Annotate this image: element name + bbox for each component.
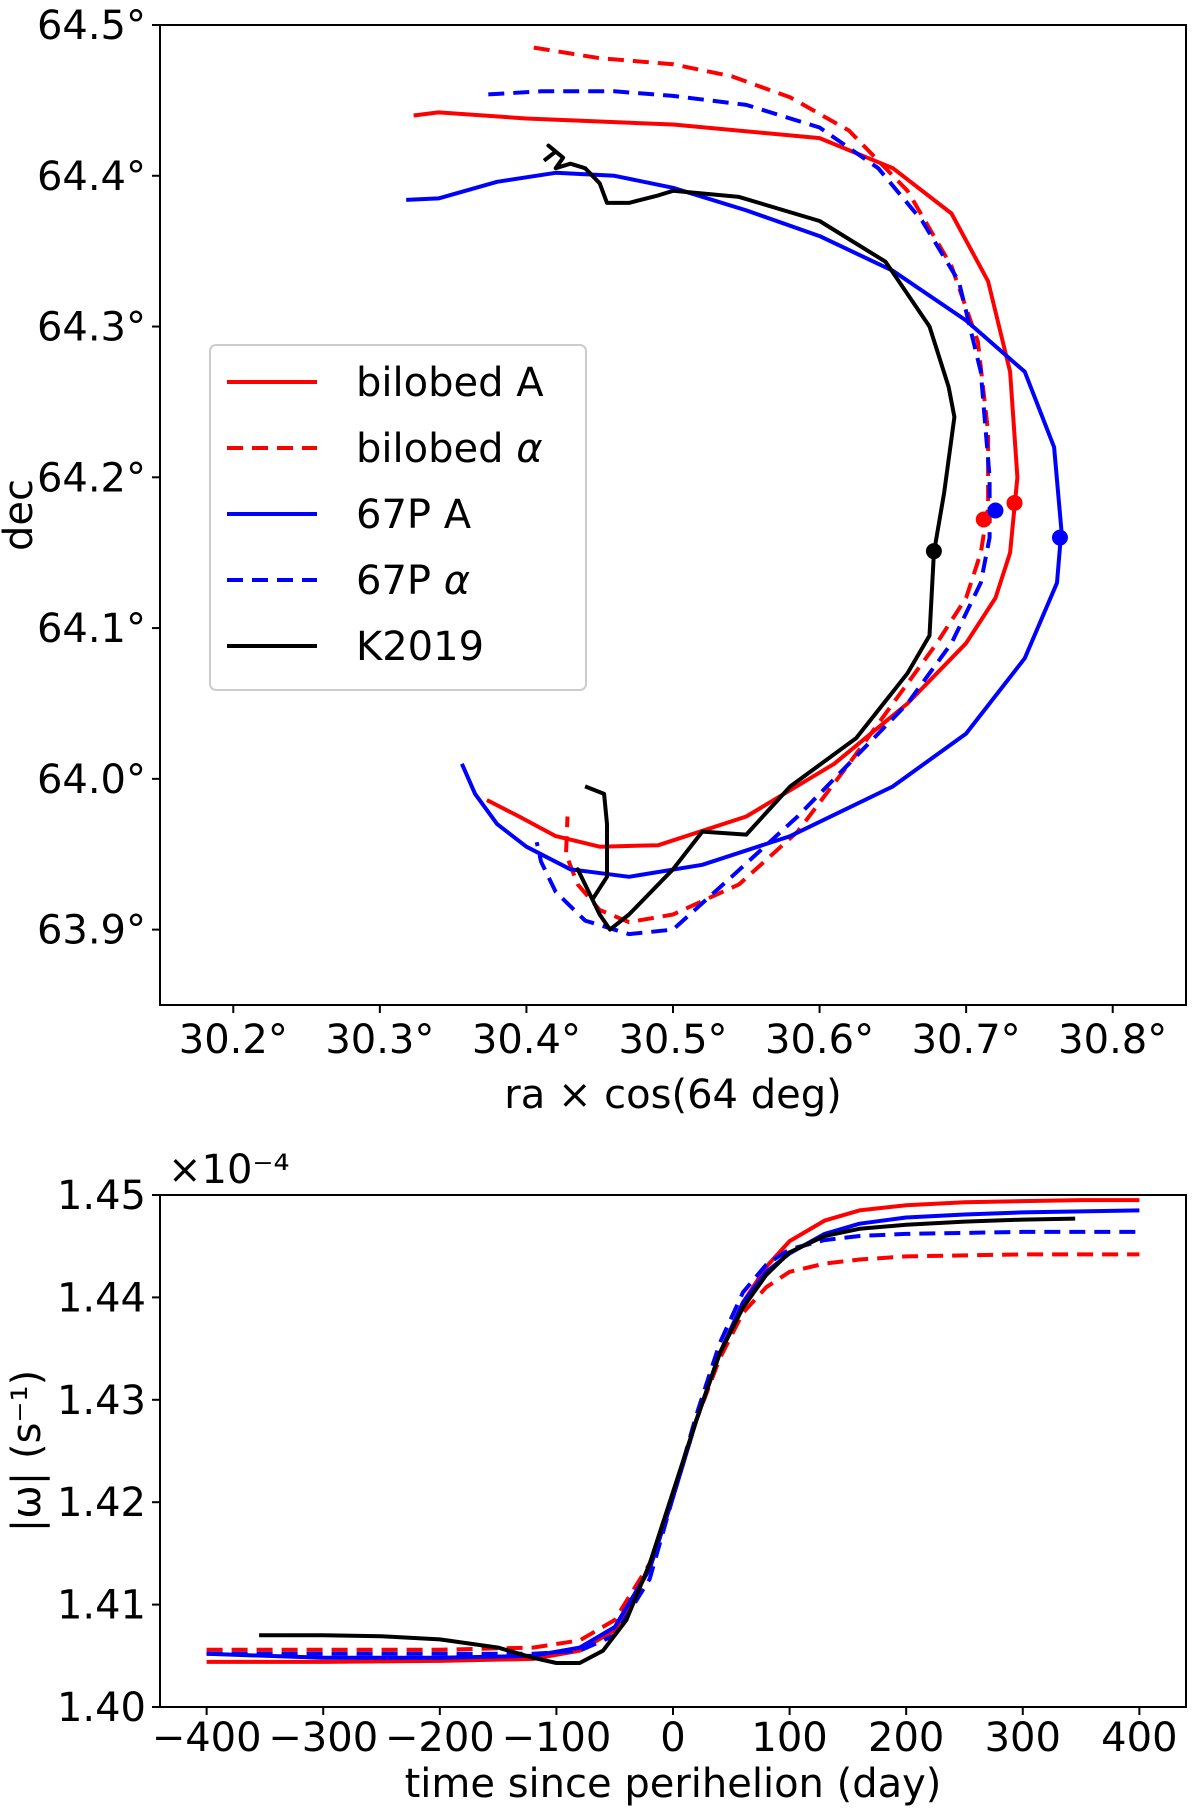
trajectory-axis-ticks: 30.2° 30.3° 30.4° 30.5° 30.6° 30.7° 30.8° 63.9°… <box>37 3 1167 1063</box>
x-tick-label: 0 <box>660 1715 685 1761</box>
legend-label-k2019: K2019 <box>356 624 484 670</box>
trajectory-marker-67p-alpha <box>987 502 1004 519</box>
omega-line-k2019 <box>259 1216 1076 1665</box>
x-tick-label: 400 <box>1101 1715 1177 1761</box>
x-tick-label: 30.4° <box>472 1017 581 1063</box>
angular-velocity-x-axis-label: time since perihelion (day) <box>405 1761 942 1807</box>
trajectory-line-k2019 <box>542 143 957 932</box>
x-tick-label: 30.2° <box>179 1017 288 1063</box>
x-tick-label: 30.3° <box>325 1017 434 1063</box>
y-tick-label: 64.5° <box>37 3 146 49</box>
legend-label-text: bilobed <box>356 426 516 472</box>
y-tick-label: 1.45 <box>57 1173 146 1219</box>
trajectory-y-axis-label: dec <box>0 479 42 551</box>
legend-label-text: K2019 <box>356 624 484 670</box>
trajectory-line-bilobed-a <box>413 110 1020 849</box>
y-tick-label: 1.44 <box>57 1275 146 1321</box>
legend-label-67p-a: 67P A <box>356 492 472 538</box>
legend-label-bilobed-a: bilobed A <box>356 360 544 406</box>
x-tick-label: 30.7° <box>912 1017 1021 1063</box>
omega-line-67p-alpha <box>206 1229 1140 1656</box>
x-tick-label: −200 <box>385 1715 495 1761</box>
x-tick-label: 30.5° <box>618 1017 727 1063</box>
angular-velocity-axis-ticks: −400 −300 −200 −100 0 100 200 300 400 1.40 1.41 1.4… <box>57 1173 1178 1761</box>
y-tick-label: 1.40 <box>57 1685 146 1731</box>
omega-line-bilobed-alpha <box>206 1252 1140 1652</box>
x-tick-label: 30.8° <box>1058 1017 1167 1063</box>
x-tick-label: 200 <box>868 1715 944 1761</box>
y-axis-scale-factor: ×10⁻⁴ <box>168 1147 290 1193</box>
angular-velocity-series-layer <box>206 1198 1140 1665</box>
trajectory-chart: 30.2° 30.3° 30.4° 30.5° 30.6° 30.7° 30.8° 63.9°… <box>0 3 1187 1118</box>
legend-label-text: 67P A <box>356 492 472 538</box>
y-tick-label: 64.1° <box>37 606 146 652</box>
angular-velocity-plot-frame <box>159 1194 1187 1708</box>
x-tick-label: 100 <box>751 1715 827 1761</box>
y-tick-label: 64.3° <box>37 305 146 351</box>
trajectory-line-67p-alpha <box>488 89 992 937</box>
angular-velocity-y-axis-label: |ω| (s⁻¹) <box>4 1370 50 1532</box>
legend-box <box>209 344 587 691</box>
x-tick-label: −400 <box>152 1715 262 1761</box>
trajectory-marker-67p-a <box>1051 529 1068 546</box>
y-tick-label: 1.43 <box>57 1378 146 1424</box>
x-tick-label: 30.6° <box>765 1017 874 1063</box>
trajectory-marker-bilobed-a <box>1006 494 1023 511</box>
trajectory-marker-bilobed-alpha <box>975 511 992 528</box>
trajectory-markers-layer <box>925 494 1068 560</box>
x-tick-label: 300 <box>985 1715 1061 1761</box>
trajectory-legend: bilobed A bilobed α 67P A 67P α K2019 <box>209 344 587 691</box>
y-tick-label: 64.0° <box>37 757 146 803</box>
legend-label-text: bilobed A <box>356 360 544 406</box>
legend-label-greek: α <box>444 558 470 604</box>
omega-line-bilobed-a <box>206 1198 1140 1664</box>
x-tick-label: −100 <box>501 1715 611 1761</box>
legend-label-bilobed-alpha: bilobed α <box>356 426 543 472</box>
legend-label-greek: α <box>516 426 542 472</box>
legend-label-text: 67P <box>356 558 444 604</box>
x-tick-label: −300 <box>268 1715 378 1761</box>
y-tick-label: 1.41 <box>57 1583 146 1629</box>
y-tick-label: 64.2° <box>37 455 146 501</box>
y-tick-label: 1.42 <box>57 1480 146 1526</box>
omega-line-67p-a <box>206 1208 1140 1660</box>
trajectory-x-axis-label: ra × cos(64 deg) <box>504 1072 841 1118</box>
angular-velocity-chart: −400 −300 −200 −100 0 100 200 300 400 1.40 1.41 1.4… <box>4 1147 1187 1807</box>
legend-label-67p-alpha: 67P α <box>356 558 470 604</box>
trajectory-marker-k2019 <box>925 543 942 560</box>
y-tick-label: 63.9° <box>37 908 146 954</box>
y-tick-label: 64.4° <box>37 154 146 200</box>
